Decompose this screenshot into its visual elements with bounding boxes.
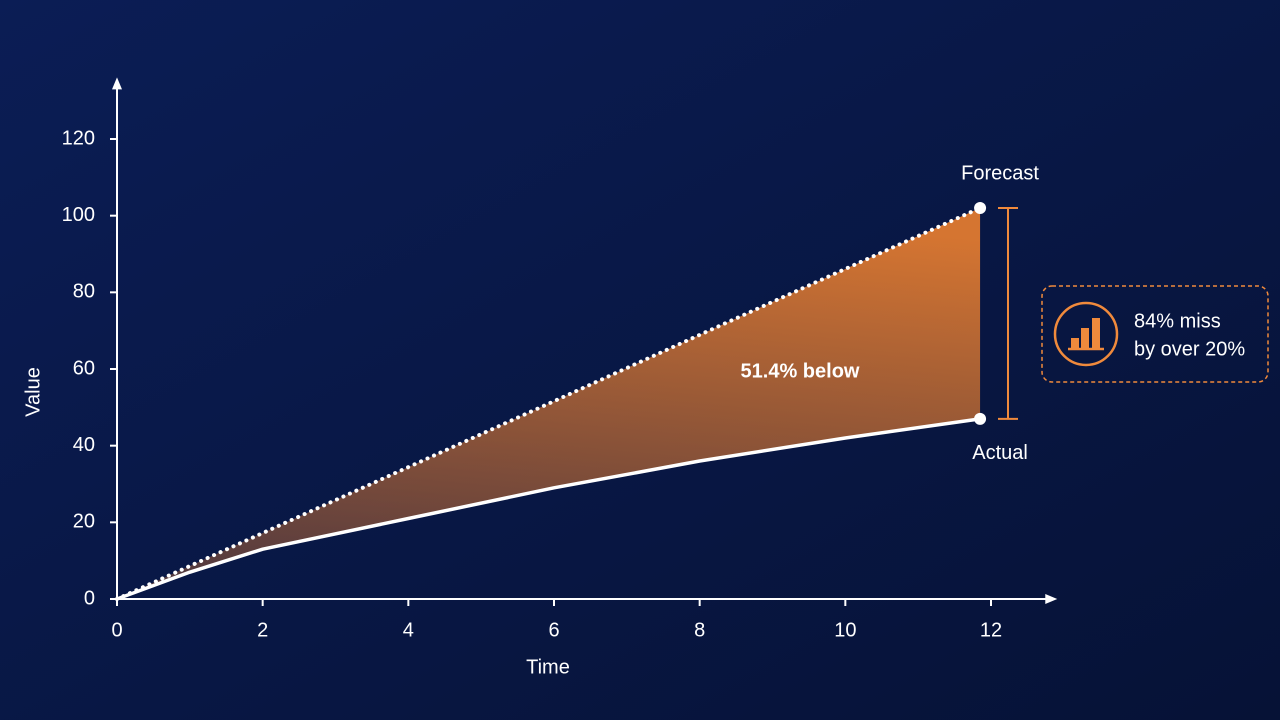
y-tick-label: 20 — [73, 511, 95, 533]
callout-icon-bar — [1071, 338, 1079, 349]
gap-label: 51.4% below — [741, 360, 860, 382]
y-tick-label: 120 — [62, 127, 95, 149]
x-tick-label: 0 — [111, 619, 122, 641]
x-axis-label: Time — [526, 656, 570, 678]
series-label: Actual — [972, 442, 1028, 464]
series-label: Forecast — [961, 162, 1039, 184]
callout-icon-ring — [1053, 301, 1119, 367]
end-point — [974, 202, 987, 214]
y-tick-label: 60 — [73, 357, 95, 379]
x-tick-label: 4 — [403, 619, 414, 641]
x-axis-arrow — [1045, 594, 1058, 604]
y-tick-label: 0 — [84, 587, 95, 609]
y-axis-arrow — [112, 77, 122, 90]
series-line — [115, 206, 983, 601]
y-axis-label: Value — [22, 367, 44, 417]
callout-text: 84% miss — [1134, 310, 1221, 332]
callout-text: by over 20% — [1134, 338, 1245, 360]
y-tick-label: 40 — [73, 434, 95, 456]
x-tick-label: 10 — [834, 619, 856, 641]
gap-bracket — [998, 207, 1018, 420]
x-tick-label: 12 — [980, 619, 1002, 641]
callout-icon-bar — [1081, 328, 1089, 349]
y-tick-label: 80 — [73, 281, 95, 303]
x-tick-label: 6 — [548, 619, 559, 641]
x-tick-label: 2 — [257, 619, 268, 641]
y-tick-label: 100 — [62, 204, 95, 226]
x-tick-label: 8 — [694, 619, 705, 641]
plot: 0 2 4 6 8 10 12020406080100120TimeValueForecas… — [22, 77, 1269, 678]
callout-icon-bar — [1092, 318, 1100, 349]
series-line — [115, 417, 982, 601]
end-point — [974, 412, 987, 425]
callout-box — [1041, 285, 1269, 383]
